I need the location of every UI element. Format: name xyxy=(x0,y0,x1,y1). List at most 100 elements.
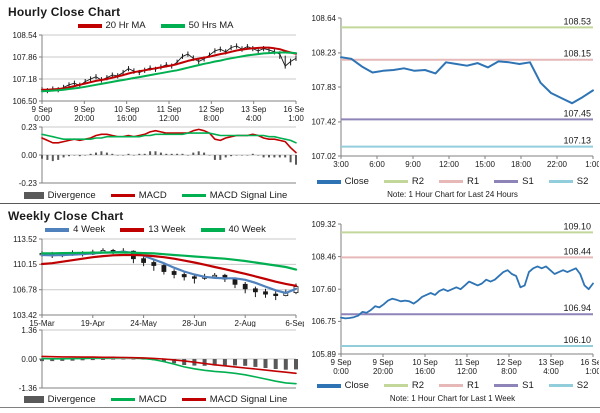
svg-text:12 Sep: 12 Sep xyxy=(199,105,225,114)
40-week-swatch xyxy=(200,227,225,232)
legend-label: MACD xyxy=(138,190,167,201)
legend-label: R2 xyxy=(411,176,425,187)
legend-item-20hr-ma: 20 Hr MA xyxy=(77,20,146,31)
divergence-swatch xyxy=(23,396,44,403)
close-swatch xyxy=(316,179,341,184)
svg-text:8:00: 8:00 xyxy=(204,114,220,123)
svg-text:28-Jun: 28-Jun xyxy=(182,319,206,327)
legend-item-s2: S2 xyxy=(548,380,589,391)
legend-item-4-week: 4 Week xyxy=(45,224,105,235)
hourly-close-panel: Hourly Close Chart 20 Hr MA 50 Hrs MA 10… xyxy=(0,0,305,203)
legend-item-r2: R2 xyxy=(383,380,424,391)
svg-text:107.13: 107.13 xyxy=(563,136,591,146)
svg-text:109.32: 109.32 xyxy=(311,220,336,229)
svg-text:107.42: 107.42 xyxy=(311,118,336,127)
svg-text:108.44: 108.44 xyxy=(563,246,591,256)
svg-text:1.36: 1.36 xyxy=(21,327,37,335)
macd-signal-swatch xyxy=(181,194,206,197)
svg-text:12:00: 12:00 xyxy=(159,114,180,123)
20hr-ma-swatch xyxy=(77,23,102,28)
legend-label: Close xyxy=(344,380,369,391)
svg-text:108.53: 108.53 xyxy=(563,16,591,26)
4-week-swatch xyxy=(45,227,70,232)
legend-label: 40 Week xyxy=(228,224,266,235)
svg-text:12:00: 12:00 xyxy=(456,367,477,376)
svg-text:107.18: 107.18 xyxy=(13,75,38,84)
legend-label: R1 xyxy=(467,380,480,391)
svg-text:10 Sep: 10 Sep xyxy=(412,358,438,367)
legend-item-macd-signal: MACD Signal Line xyxy=(181,394,288,405)
legend-label: S2 xyxy=(576,380,589,391)
legend-label: MACD Signal Line xyxy=(209,394,288,405)
hourly-macd-legend: Divergence MACD MACD Signal Line xyxy=(6,190,305,201)
svg-text:24-May: 24-May xyxy=(130,319,157,327)
weekly-chart-title: Weekly Close Chart xyxy=(8,209,124,223)
hourly-price-legend: 20 Hr MA 50 Hrs MA xyxy=(6,20,305,31)
svg-text:109.10: 109.10 xyxy=(563,221,591,231)
svg-text:13 Sep: 13 Sep xyxy=(538,358,564,367)
svg-text:20:00: 20:00 xyxy=(74,114,95,123)
hourly-pivot-panel: 108.64 108.23 107.83 107.42 107.02 3:00 6:00 9:… xyxy=(305,0,600,203)
hourly-macd-chart: 0.23 0.00 -0.23 xyxy=(19,123,297,188)
svg-text:3:00: 3:00 xyxy=(333,160,349,169)
legend-item-r1: R1 xyxy=(439,176,479,187)
svg-text:108.46: 108.46 xyxy=(311,252,336,261)
legend-item-s1: S1 xyxy=(494,380,534,391)
weekly-pivot-note: Note: 1 Hour Chart for Last 1 Week xyxy=(389,394,516,403)
svg-text:6-Sep: 6-Sep xyxy=(285,319,304,327)
s1-swatch xyxy=(494,180,519,183)
svg-text:4:00: 4:00 xyxy=(246,114,262,123)
legend-item-r2: R2 xyxy=(383,176,425,187)
legend-label: 13 Week xyxy=(148,224,186,235)
svg-text:15:00: 15:00 xyxy=(474,160,495,169)
svg-text:9:00: 9:00 xyxy=(405,160,421,169)
svg-text:18:00: 18:00 xyxy=(510,160,531,169)
weekly-pivot-legend: Close R2 R1 S1 S2 xyxy=(316,380,589,391)
hourly-pivot-note: Note: 1 Hour Chart for Last 24 Hours xyxy=(387,190,518,199)
legend-item-50hr-ma: 50 Hrs MA xyxy=(160,20,234,31)
svg-text:-1.36: -1.36 xyxy=(19,384,38,393)
legend-label: Divergence xyxy=(47,394,96,405)
legend-item-divergence: Divergence xyxy=(23,190,96,201)
13-week-swatch xyxy=(120,227,145,232)
s2-swatch xyxy=(548,180,573,183)
svg-text:106.10: 106.10 xyxy=(563,335,591,345)
svg-text:-0.23: -0.23 xyxy=(19,179,38,188)
r1-swatch xyxy=(439,384,464,387)
svg-text:0:00: 0:00 xyxy=(333,367,349,376)
svg-text:11 Sep: 11 Sep xyxy=(454,358,479,367)
svg-text:110.15: 110.15 xyxy=(13,260,37,269)
svg-text:10 Sep: 10 Sep xyxy=(114,105,140,114)
svg-text:103.42: 103.42 xyxy=(13,311,38,320)
svg-text:9 Sep: 9 Sep xyxy=(330,358,351,367)
svg-text:16 Sep: 16 Sep xyxy=(283,105,304,114)
svg-text:108.54: 108.54 xyxy=(13,31,38,40)
svg-text:0:00: 0:00 xyxy=(34,114,50,123)
svg-text:107.45: 107.45 xyxy=(563,108,591,118)
weekly-pivot-panel: 109.32 108.46 107.60 106.75 105.89 9 Sep 0:00 9… xyxy=(305,204,600,407)
svg-text:22:00: 22:00 xyxy=(546,160,567,169)
weekly-close-panel: Weekly Close Chart 4 Week 13 Week 40 Wee… xyxy=(0,204,305,407)
legend-item-close: Close xyxy=(316,176,369,187)
svg-text:106.94: 106.94 xyxy=(563,303,591,313)
legend-item-macd: MACD xyxy=(110,394,167,405)
legend-item-40-week: 40 Week xyxy=(200,224,266,235)
svg-text:107.83: 107.83 xyxy=(311,83,336,92)
svg-text:1:00: 1:00 xyxy=(288,114,304,123)
legend-label: MACD xyxy=(138,394,167,405)
weekly-macd-chart: 1.36 0.00 -1.36 xyxy=(19,327,298,393)
legend-item-s1: S1 xyxy=(494,176,534,187)
svg-text:1:00: 1:00 xyxy=(585,367,599,376)
svg-text:2-Aug: 2-Aug xyxy=(235,319,256,327)
svg-text:108.23: 108.23 xyxy=(311,49,336,58)
hourly-chart-title: Hourly Close Chart xyxy=(8,5,121,19)
legend-label: S1 xyxy=(522,176,534,187)
close-swatch xyxy=(316,383,341,388)
svg-text:16:00: 16:00 xyxy=(117,114,138,123)
s2-swatch xyxy=(548,384,573,387)
svg-text:106.75: 106.75 xyxy=(311,317,336,326)
